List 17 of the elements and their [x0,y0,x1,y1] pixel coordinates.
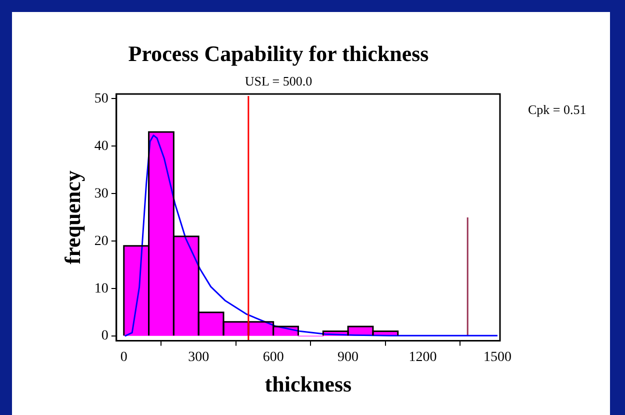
y-tick-label: 0 [101,328,108,344]
y-tick-label: 30 [94,186,108,202]
y-tick-label: 40 [94,138,108,154]
y-tick-label: 10 [94,281,108,296]
x-tick-label: 1200 [408,350,437,365]
y-axis-title: frequency [60,170,85,264]
y-tick-label: 50 [94,91,108,106]
x-tick-label: 1500 [484,350,512,365]
y-tick-label: 20 [94,234,108,249]
chart-subtitle: USL = 500.0 [244,74,312,89]
chart-title: Process Capability for thickness [128,40,430,66]
x-tick-label: 0 [120,350,128,365]
x-tick-label: 600 [262,350,284,365]
x-tick-label: 300 [188,350,210,365]
x-tick-label: 900 [338,350,359,365]
text: Cpk = 0.51 [528,102,586,117]
x-axis-title: thickness [264,371,352,396]
